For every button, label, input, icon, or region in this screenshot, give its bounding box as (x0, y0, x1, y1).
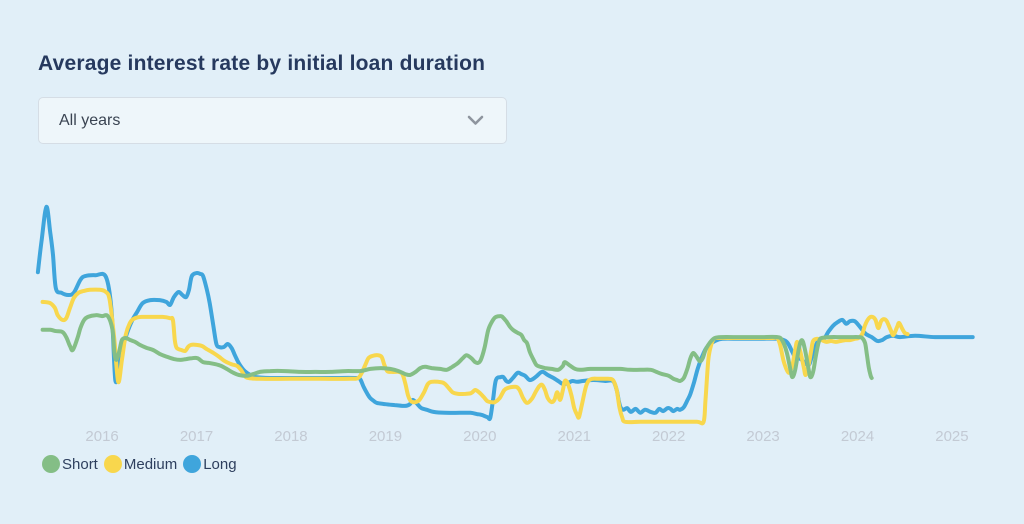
legend-item-long[interactable]: Long (183, 455, 237, 473)
x-axis-tick-label: 2016 (85, 428, 118, 445)
x-axis-tick-label: 2018 (274, 428, 307, 445)
chart-legend: Short Medium Long (42, 455, 237, 473)
x-axis-tick-label: 2020 (463, 428, 496, 445)
series-line-short (40, 313, 874, 384)
x-axis-tick-label: 2019 (369, 428, 402, 445)
long-series-swatch-icon (183, 455, 202, 473)
short-series-swatch-icon (42, 455, 60, 473)
legend-item-medium[interactable]: Medium (103, 455, 178, 473)
legend-label-short: Short (62, 455, 98, 473)
legend-item-short[interactable]: Short (42, 455, 98, 473)
x-axis-tick-label: 2022 (652, 428, 685, 445)
chevron-down-icon (467, 115, 484, 125)
page-title: Average interest rate by initial loan du… (38, 52, 486, 76)
x-axis-tick-label: 2021 (558, 428, 591, 445)
x-axis-tick-label: 2024 (841, 428, 874, 445)
x-axis-tick-label: 2023 (746, 428, 779, 445)
x-axis-tick-label: 2017 (180, 428, 213, 445)
legend-label-medium: Medium (123, 455, 178, 473)
x-axis-tick-label: 2025 (935, 428, 968, 445)
legend-label-long: Long (203, 455, 237, 473)
year-filter-value: All years (59, 111, 121, 129)
series-line-medium (40, 287, 910, 426)
series-line-long (35, 204, 975, 422)
year-filter-dropdown[interactable]: All years (38, 97, 507, 144)
medium-series-swatch-icon (103, 455, 122, 473)
